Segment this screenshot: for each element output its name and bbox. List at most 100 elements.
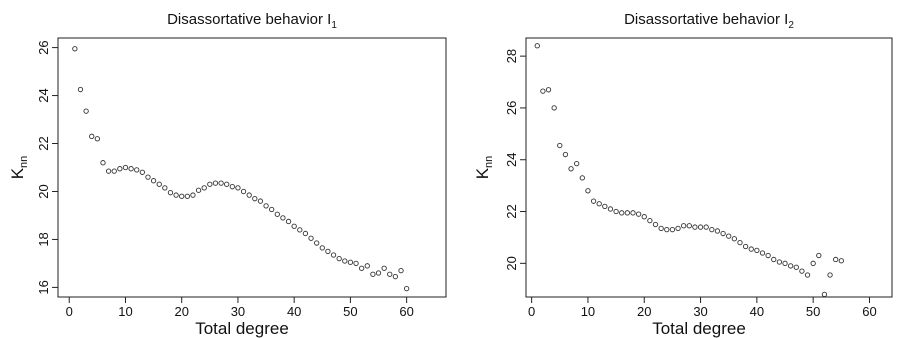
data-point (83, 108, 89, 114)
data-point (681, 223, 687, 229)
data-point (793, 264, 799, 270)
y-tick-label: 24 (36, 88, 51, 102)
data-point (246, 192, 252, 198)
data-point (280, 215, 286, 221)
data-point (353, 260, 359, 267)
data-point (105, 168, 112, 174)
x-tick-label: 40 (287, 304, 301, 319)
y-tick-label: 20 (504, 256, 519, 270)
x-axis-label: Total degree (195, 319, 289, 338)
chart-panel-right: Disassortative behavior I2 Total degree Kn… (473, 11, 893, 338)
chart-title-subscript: 2 (788, 20, 794, 31)
data-point (89, 133, 95, 139)
chart-title: Disassortative behavior I2 (624, 11, 794, 31)
data-point (641, 214, 647, 220)
y-tick-label: 16 (36, 280, 51, 294)
data-point (285, 218, 292, 225)
data-point (134, 167, 140, 173)
data-point (686, 223, 692, 229)
data-point (765, 252, 771, 259)
data-point (207, 181, 213, 187)
data-point (302, 230, 309, 237)
data-point (100, 160, 106, 166)
chart-title-text: Disassortative behavior I (167, 11, 331, 28)
data-point (596, 201, 602, 207)
data-point (782, 260, 788, 266)
data-point (235, 185, 241, 191)
data-point (240, 188, 247, 195)
data-point (838, 258, 844, 264)
data-point (810, 260, 816, 266)
data-point (347, 259, 354, 265)
chart-panel-left: Disassortative behavior I1 Total degree Kn… (8, 11, 447, 338)
x-tick-label: 60 (862, 304, 876, 319)
data-point (387, 271, 393, 277)
data-point (635, 211, 642, 217)
data-point (675, 225, 681, 232)
data-point (319, 245, 325, 251)
data-point (139, 169, 145, 175)
y-tick-label: 20 (36, 184, 51, 198)
data-point (726, 233, 732, 239)
x-tick-label: 0 (66, 304, 73, 319)
data-point (111, 168, 117, 174)
data-point (195, 187, 202, 193)
data-point (179, 193, 185, 199)
data-point (252, 196, 258, 202)
data-point (308, 235, 314, 241)
data-point (156, 181, 162, 187)
data-point (551, 105, 557, 111)
x-axis-label: Total degree (652, 319, 746, 338)
data-point (72, 46, 78, 52)
data-point (697, 224, 704, 230)
data-point (652, 221, 659, 228)
data-point (720, 230, 726, 237)
data-point (574, 160, 580, 167)
x-tick-label: 50 (343, 304, 357, 319)
data-point (540, 88, 546, 94)
data-point (827, 272, 833, 278)
x-tick-label: 60 (399, 304, 413, 319)
y-axis-label: Knn (473, 156, 495, 180)
data-point (545, 87, 552, 93)
data-point (330, 252, 337, 258)
data-point (816, 252, 822, 259)
data-point (658, 225, 664, 232)
data-point (669, 227, 676, 233)
y-tick-label: 22 (36, 136, 51, 150)
data-point (771, 256, 777, 263)
data-point (776, 259, 783, 265)
data-point (336, 255, 342, 262)
data-point (398, 267, 404, 274)
x-tick-label: 0 (528, 304, 535, 319)
data-point (619, 210, 625, 216)
data-point (630, 210, 636, 216)
data-point (534, 43, 540, 49)
plot-frame (525, 37, 893, 298)
data-point (145, 174, 151, 180)
data-point (229, 184, 235, 190)
data-point (392, 273, 399, 280)
x-tick-label: 30 (231, 304, 245, 319)
data-point (585, 188, 591, 194)
data-point (375, 270, 382, 276)
data-point (314, 240, 320, 246)
x-tick-label: 20 (174, 304, 188, 319)
data-point (568, 166, 574, 172)
data-point (263, 203, 269, 209)
y-axis-label-text: K (473, 167, 492, 179)
y-tick-label: 26 (504, 101, 519, 115)
data-point (562, 151, 569, 158)
data-point (714, 228, 721, 234)
data-point (218, 180, 224, 186)
data-point (269, 206, 275, 213)
data-point (359, 265, 365, 271)
chart-title: Disassortative behavior I1 (167, 11, 337, 31)
data-point (613, 208, 619, 215)
data-point (274, 211, 280, 217)
data-point (128, 166, 134, 172)
data-point (647, 217, 653, 224)
plot-frame (57, 37, 447, 298)
x-tick-label: 10 (118, 304, 132, 319)
